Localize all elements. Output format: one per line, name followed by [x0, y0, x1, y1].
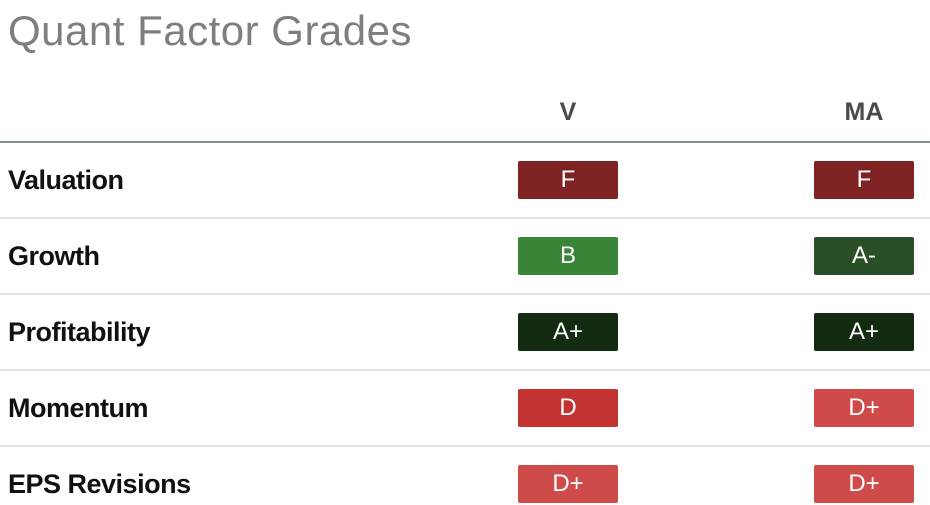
- table-row: Momentum D D+: [0, 369, 930, 445]
- grade-cell: D: [518, 389, 618, 427]
- grade-badge-profitability-v[interactable]: A+: [518, 313, 618, 351]
- grade-badge-growth-ma[interactable]: A-: [814, 237, 914, 275]
- column-header-ma[interactable]: MA: [844, 98, 884, 126]
- grade-cell: D+: [814, 465, 914, 503]
- grade-badge-valuation-v[interactable]: F: [518, 161, 618, 199]
- factor-label-valuation: Valuation: [8, 164, 124, 195]
- grade-cell: F: [518, 161, 618, 199]
- grade-badge-eps-revisions-ma[interactable]: D+: [814, 465, 914, 503]
- table-row: Valuation F F: [0, 143, 930, 217]
- factor-label-profitability: Profitability: [8, 316, 151, 347]
- grade-cell: F: [814, 161, 914, 199]
- table-row: Profitability A+ A+: [0, 293, 930, 369]
- grade-cell: A+: [518, 313, 618, 351]
- grade-badge-momentum-v[interactable]: D: [518, 389, 618, 427]
- column-header-v[interactable]: V: [559, 98, 577, 126]
- factor-label-eps-revisions: EPS Revisions: [8, 468, 191, 499]
- grade-badge-eps-revisions-v[interactable]: D+: [518, 465, 618, 503]
- grade-badge-valuation-ma[interactable]: F: [814, 161, 914, 199]
- table-header: V MA: [0, 56, 930, 143]
- grade-cell: D+: [814, 389, 914, 427]
- grade-cell: B: [518, 237, 618, 275]
- grade-badge-momentum-ma[interactable]: D+: [814, 389, 914, 427]
- factor-label-growth: Growth: [8, 240, 100, 271]
- factor-label-momentum: Momentum: [8, 392, 149, 423]
- grade-badge-growth-v[interactable]: B: [518, 237, 618, 275]
- table-row: Growth B A-: [0, 217, 930, 293]
- grade-cell: D+: [518, 465, 618, 503]
- grade-cell: A+: [814, 313, 914, 351]
- grade-cell: A-: [814, 237, 914, 275]
- table-row: EPS Revisions D+ D+: [0, 445, 930, 505]
- page-title: Quant Factor Grades: [8, 7, 413, 54]
- grade-badge-profitability-ma[interactable]: A+: [814, 313, 914, 351]
